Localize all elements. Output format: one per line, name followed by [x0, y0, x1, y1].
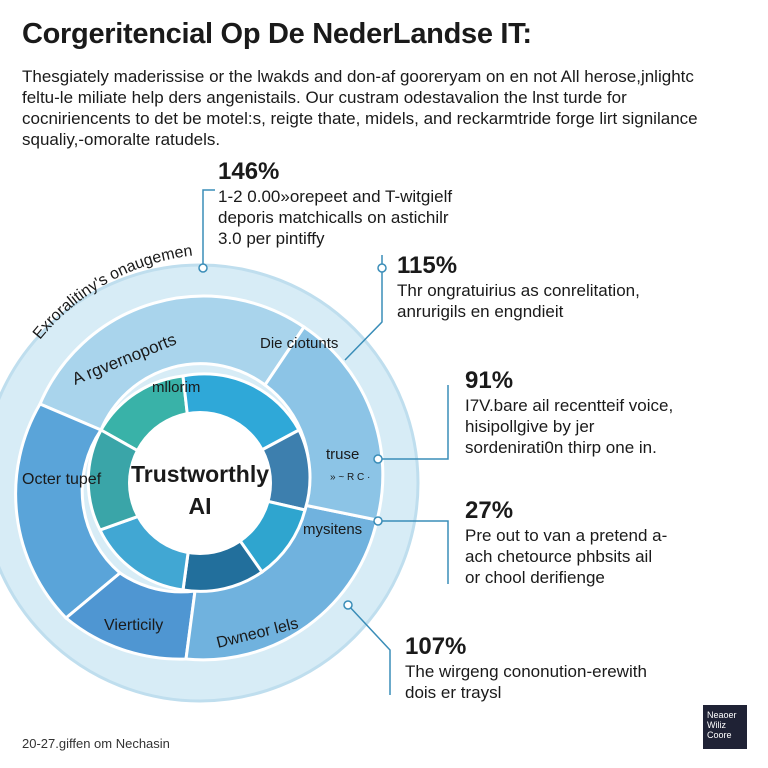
- stat-value: 91%: [465, 367, 514, 394]
- inner-ring-label-mysitens: mysitens: [303, 521, 362, 538]
- center-circle: [128, 411, 272, 555]
- brand-logo: Neaoer Wiliz Coore: [703, 705, 747, 749]
- logo-line: Neaoer: [707, 710, 737, 720]
- stat-text-line: ach chetource phbsits ail: [465, 547, 653, 566]
- stat-value: 27%: [465, 497, 514, 524]
- intro-line: feltu-le miliate help ders angenistails.…: [22, 88, 627, 107]
- stat-text-line: anrurigils en engndieit: [397, 302, 564, 321]
- connector-line-115: [344, 255, 383, 361]
- connector-line-146: [202, 189, 215, 268]
- stat-text-line: 1-2 0.00»orepeet and T-witgielf: [218, 187, 453, 206]
- stat-text-line: Thr ongratuirius as conrelitation,: [397, 281, 640, 300]
- logo-line: Coore: [707, 730, 732, 740]
- stat-text-line: deporis matchicalls on astichilr: [218, 208, 449, 227]
- stat-value: 107%: [405, 633, 467, 660]
- connector-dot-146: [198, 263, 208, 273]
- connector-dot-27: [373, 516, 383, 526]
- inner-ring-label-die: Die ciotunts: [260, 335, 338, 352]
- inner-ring-label-mllorim: mllorim: [152, 379, 200, 396]
- footer-caption: 20-27.giffen om Nechasin: [22, 736, 170, 751]
- stat-block-27: 27% Pre out to van a pretend a- ach chet…: [465, 497, 667, 588]
- stat-block-115: 115% Thr ongratuirius as conrelitation, …: [397, 252, 640, 322]
- connector-line-107: [347, 604, 391, 695]
- stat-text-line: or chool derifienge: [465, 568, 605, 587]
- connector-line-91: [378, 385, 449, 460]
- stat-value: 115%: [397, 252, 458, 279]
- stat-text-line: hisipollgive by jer: [465, 417, 595, 436]
- stat-text-line: 3.0 per pintiffy: [218, 229, 325, 248]
- intro-line: cocniriencents to det be motel:s, reigte…: [22, 109, 698, 128]
- connector-dot-91: [373, 454, 383, 464]
- stat-block-91: 91% I7V.bare ail recentteif voice, hisip…: [465, 367, 673, 458]
- center-label-line1: Trustworthly: [131, 461, 269, 487]
- logo-line: Wiliz: [707, 720, 726, 730]
- stat-text-line: Pre out to van a pretend a-: [465, 526, 668, 545]
- middle-ring-label-octer: Octer tupef: [22, 471, 102, 488]
- stat-block-146: 146% 1-2 0.00»orepeet and T-witgielf dep…: [218, 158, 452, 249]
- intro-line: squaliy,-omoralte ratudels.: [22, 130, 221, 149]
- center-label-line2: AI: [189, 493, 212, 519]
- connector-dot-107: [343, 600, 353, 610]
- connector-line-27: [378, 520, 449, 584]
- inner-ring-label-truse: truse: [326, 446, 359, 463]
- stat-value: 146%: [218, 158, 280, 185]
- middle-ring-label-verticily: Vierticily: [104, 617, 163, 634]
- middle-ring-segment-governance: [38, 294, 307, 432]
- stat-text-line: sordenirati0n thirp one in.: [465, 438, 657, 457]
- stat-block-107: 107% The wirgeng cononution-erewith dois…: [405, 633, 647, 703]
- connector-dot-115: [377, 263, 387, 273]
- page-title: Corgeritencial Op De NederLandse IT:: [22, 18, 532, 50]
- inner-ring-small-label: » ~ R C ·: [330, 472, 370, 483]
- stat-text-line: I7V.bare ail recentteif voice,: [465, 396, 674, 415]
- stat-text-line: dois er traysl: [405, 683, 502, 702]
- intro-line: Thesgiately maderissise or the lwakds an…: [22, 67, 694, 86]
- stat-text-line: The wirgeng cononution-erewith: [405, 662, 647, 681]
- intro-paragraph: Thesgiately maderissise or the lwakds an…: [22, 66, 742, 150]
